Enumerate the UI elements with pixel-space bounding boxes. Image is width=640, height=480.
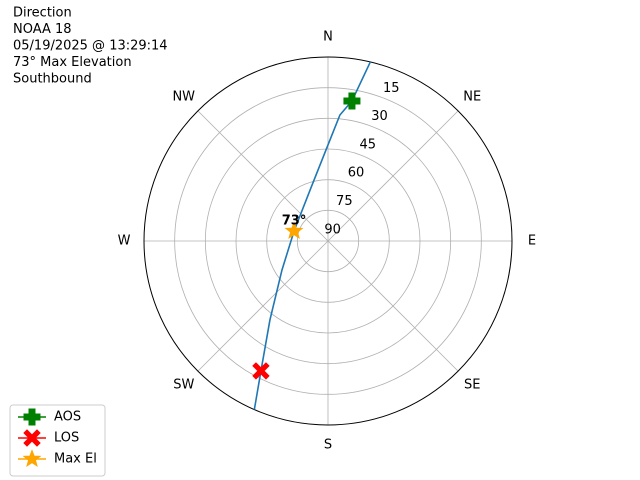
grid-spoke (197, 110, 329, 242)
legend-label: Max El (54, 452, 97, 467)
radial-tick-label: 60 (348, 166, 365, 181)
marker-star (22, 449, 42, 468)
angle-tick-label: NW (172, 89, 195, 104)
annotation: 73° (282, 214, 307, 229)
marker-plus (343, 92, 361, 110)
angle-tick-label: E (528, 234, 536, 249)
title-line: Southbound (13, 72, 92, 87)
radial-tick-label: 30 (371, 109, 388, 124)
legend-label: AOS (54, 410, 81, 425)
title-line: 73° Max Elevation (13, 55, 132, 70)
grid-spoke (327, 110, 459, 242)
grid-spoke (197, 240, 329, 372)
radial-tick-label: 45 (360, 137, 377, 152)
title-line: NOAA 18 (13, 22, 72, 37)
radial-tick-label: 15 (383, 81, 400, 96)
angle-tick-label: NE (463, 89, 481, 104)
angle-tick-label: SE (464, 378, 480, 393)
grid-spoke (327, 240, 459, 372)
angle-tick-label: N (323, 30, 333, 45)
angle-tick-label: W (118, 234, 131, 249)
title-line: 05/19/2025 @ 13:29:14 (13, 39, 168, 54)
marker-plus (23, 408, 41, 426)
marker-star (284, 221, 304, 240)
marker-x (252, 362, 270, 380)
radial-tick-label: 75 (336, 194, 353, 209)
angle-tick-label: S (324, 438, 332, 453)
angle-tick-label: SW (173, 378, 194, 393)
legend-label: LOS (54, 431, 79, 446)
outer-frame (143, 56, 513, 426)
marker-x (23, 429, 41, 447)
radial-tick-label: 90 (324, 222, 341, 237)
title-line: Direction (13, 6, 72, 21)
pass-line (253, 61, 372, 410)
